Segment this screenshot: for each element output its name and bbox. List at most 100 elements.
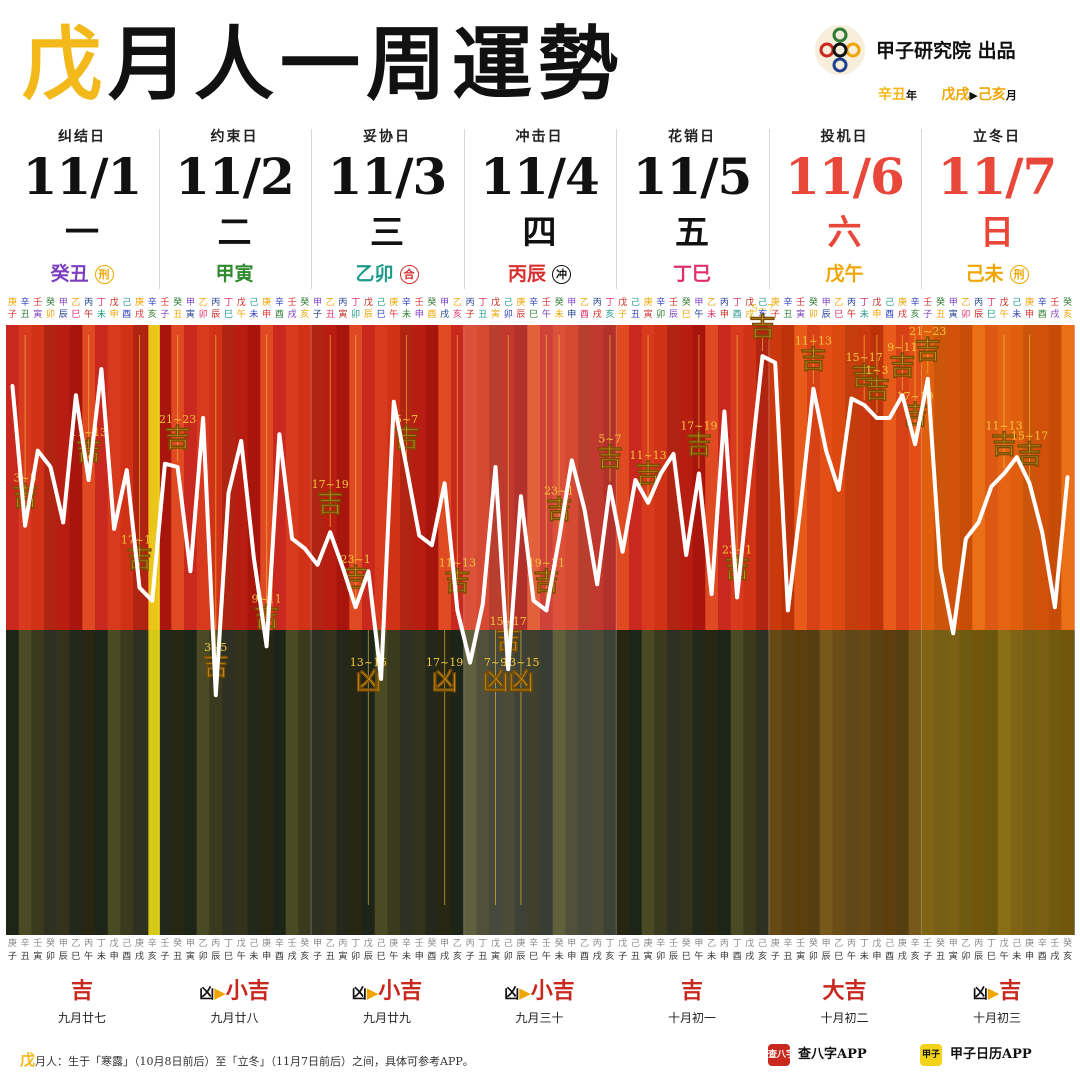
branch-label: 申 — [262, 308, 271, 320]
branch-label: 巳 — [987, 309, 996, 320]
branch-label: 辰 — [59, 951, 68, 962]
good-mark: 吉 — [749, 313, 775, 343]
good-hour-label: 17~19 — [312, 478, 349, 491]
chart-band-lower — [247, 630, 261, 935]
stem-label: 壬 — [796, 938, 805, 949]
summary-level: 大吉 — [822, 978, 867, 1004]
chart-band-upper — [247, 325, 261, 630]
chart-band-lower — [896, 630, 910, 935]
stem-label: 乙 — [707, 297, 716, 308]
bad-mark: 凶 — [432, 667, 458, 697]
stem-label: 壬 — [33, 297, 42, 308]
summary-level-row: 凶▶小吉 — [159, 973, 311, 1005]
branch-label: 卯 — [351, 951, 360, 962]
day-weekday: 三 — [370, 213, 404, 253]
stem-label: 庚 — [1025, 937, 1034, 949]
branch-label: 丑 — [326, 951, 335, 962]
branch-label: 巳 — [987, 951, 996, 962]
branch-label: 卯 — [199, 951, 208, 962]
fortune-point — [341, 566, 345, 570]
stem-label: 戊 — [110, 296, 119, 308]
good-hour-label: 23~1 — [341, 553, 371, 566]
good-hour-label: 1~3 — [865, 364, 888, 377]
stem-label: 甲 — [949, 938, 958, 949]
stem-label: 戊 — [491, 296, 500, 308]
stem-label: 壬 — [288, 938, 297, 949]
chart-band-lower — [781, 630, 795, 935]
title-text: 月人一周運勢 — [108, 17, 624, 111]
chart-band-upper — [234, 325, 249, 630]
stem-label: 辛 — [656, 937, 665, 949]
branch-label: 子 — [160, 951, 169, 962]
branch-label: 卯 — [46, 309, 55, 320]
branch-label: 亥 — [1063, 308, 1072, 320]
chart-band-lower — [196, 630, 211, 935]
fortune-point — [608, 484, 612, 489]
summary-level: 小吉 — [225, 978, 270, 1004]
branch-label: 巳 — [71, 309, 80, 320]
stem-label: 庚 — [262, 937, 271, 949]
fortune-point — [23, 524, 27, 528]
chart-band-lower — [718, 630, 732, 935]
fortune-point — [1002, 471, 1006, 476]
chart-band-lower — [1023, 630, 1037, 935]
good-hour-label: 17~19 — [121, 534, 158, 547]
stem-label: 甲 — [59, 297, 68, 308]
header: 戊月人一周運勢 甲子研究院 出品 辛丑年 戊戌▶己亥月 — [0, 0, 1080, 125]
chart-band-upper — [972, 325, 986, 630]
day-ganzhi: 丙辰 — [507, 263, 546, 285]
chart-band-lower — [1048, 630, 1062, 935]
chart-band-upper — [616, 325, 630, 630]
fortune-point — [1027, 481, 1032, 485]
fortune-point — [366, 569, 370, 573]
day-ganzhi-row: 甲寅 — [159, 259, 311, 286]
branch-label: 酉 — [275, 309, 284, 320]
good-hour-label: 11~13 — [439, 556, 476, 569]
chart-band-lower — [1010, 630, 1024, 935]
chart-band-lower — [158, 630, 172, 935]
chart-band-upper — [6, 325, 20, 630]
day-ganzhi: 乙卯 — [355, 263, 394, 285]
stem-label: 壬 — [669, 297, 678, 308]
chart-band-upper — [1010, 325, 1024, 630]
day-relation-badge: 合 — [399, 265, 419, 284]
stem-label: 乙 — [453, 297, 462, 308]
chart-band-lower — [679, 630, 694, 935]
stem-label: 甲 — [567, 938, 576, 949]
branch-label: 丑 — [936, 951, 945, 962]
stem-label: 甲 — [440, 938, 449, 949]
day-summary: 凶▶小吉 九月廿八 — [159, 965, 311, 1035]
stem-label: 丁 — [351, 298, 360, 308]
branch-label: 戌 — [1050, 950, 1059, 962]
fortune-point — [265, 644, 269, 648]
stem-label: 戊 — [1000, 296, 1009, 308]
stem-label: 壬 — [415, 297, 424, 308]
good-hour-label: 11~13 — [795, 335, 832, 348]
branch-label: 寅 — [338, 950, 347, 962]
good-hour-label: 21~23 — [909, 325, 946, 338]
chart-band-lower — [540, 630, 554, 935]
day-ganzhi: 丁巳 — [672, 263, 711, 285]
app-link-bazi[interactable]: 查八字 查八字APP — [768, 1043, 867, 1071]
branch-label: 子 — [771, 309, 780, 320]
stem-label: 丙 — [847, 938, 856, 949]
branch-label: 午 — [694, 950, 703, 962]
branch-label: 辰 — [669, 951, 678, 962]
chart-band-lower — [1035, 630, 1050, 935]
branch-label: 卯 — [656, 951, 665, 962]
stem-label: 辛 — [21, 296, 30, 308]
branch-label: 申 — [720, 950, 729, 962]
branch-label: 寅 — [491, 950, 500, 962]
stem-label: 庚 — [8, 937, 17, 949]
arrow-icon: ▶ — [214, 984, 226, 1002]
lunar-date: 九月廿七 — [57, 1011, 106, 1025]
stem-label: 己 — [249, 938, 258, 949]
branch-label: 子 — [466, 951, 475, 962]
stem-label: 戊 — [872, 296, 881, 308]
app-link-calendar[interactable]: 甲子 甲子日历APP — [920, 1043, 1032, 1071]
day-date: 11/5 — [632, 147, 753, 206]
stem-label: 辛 — [656, 296, 665, 308]
branch-label: 戌 — [898, 950, 907, 962]
day-ganzhi: 癸丑 — [50, 263, 89, 285]
branch-label: 辰 — [974, 951, 983, 962]
